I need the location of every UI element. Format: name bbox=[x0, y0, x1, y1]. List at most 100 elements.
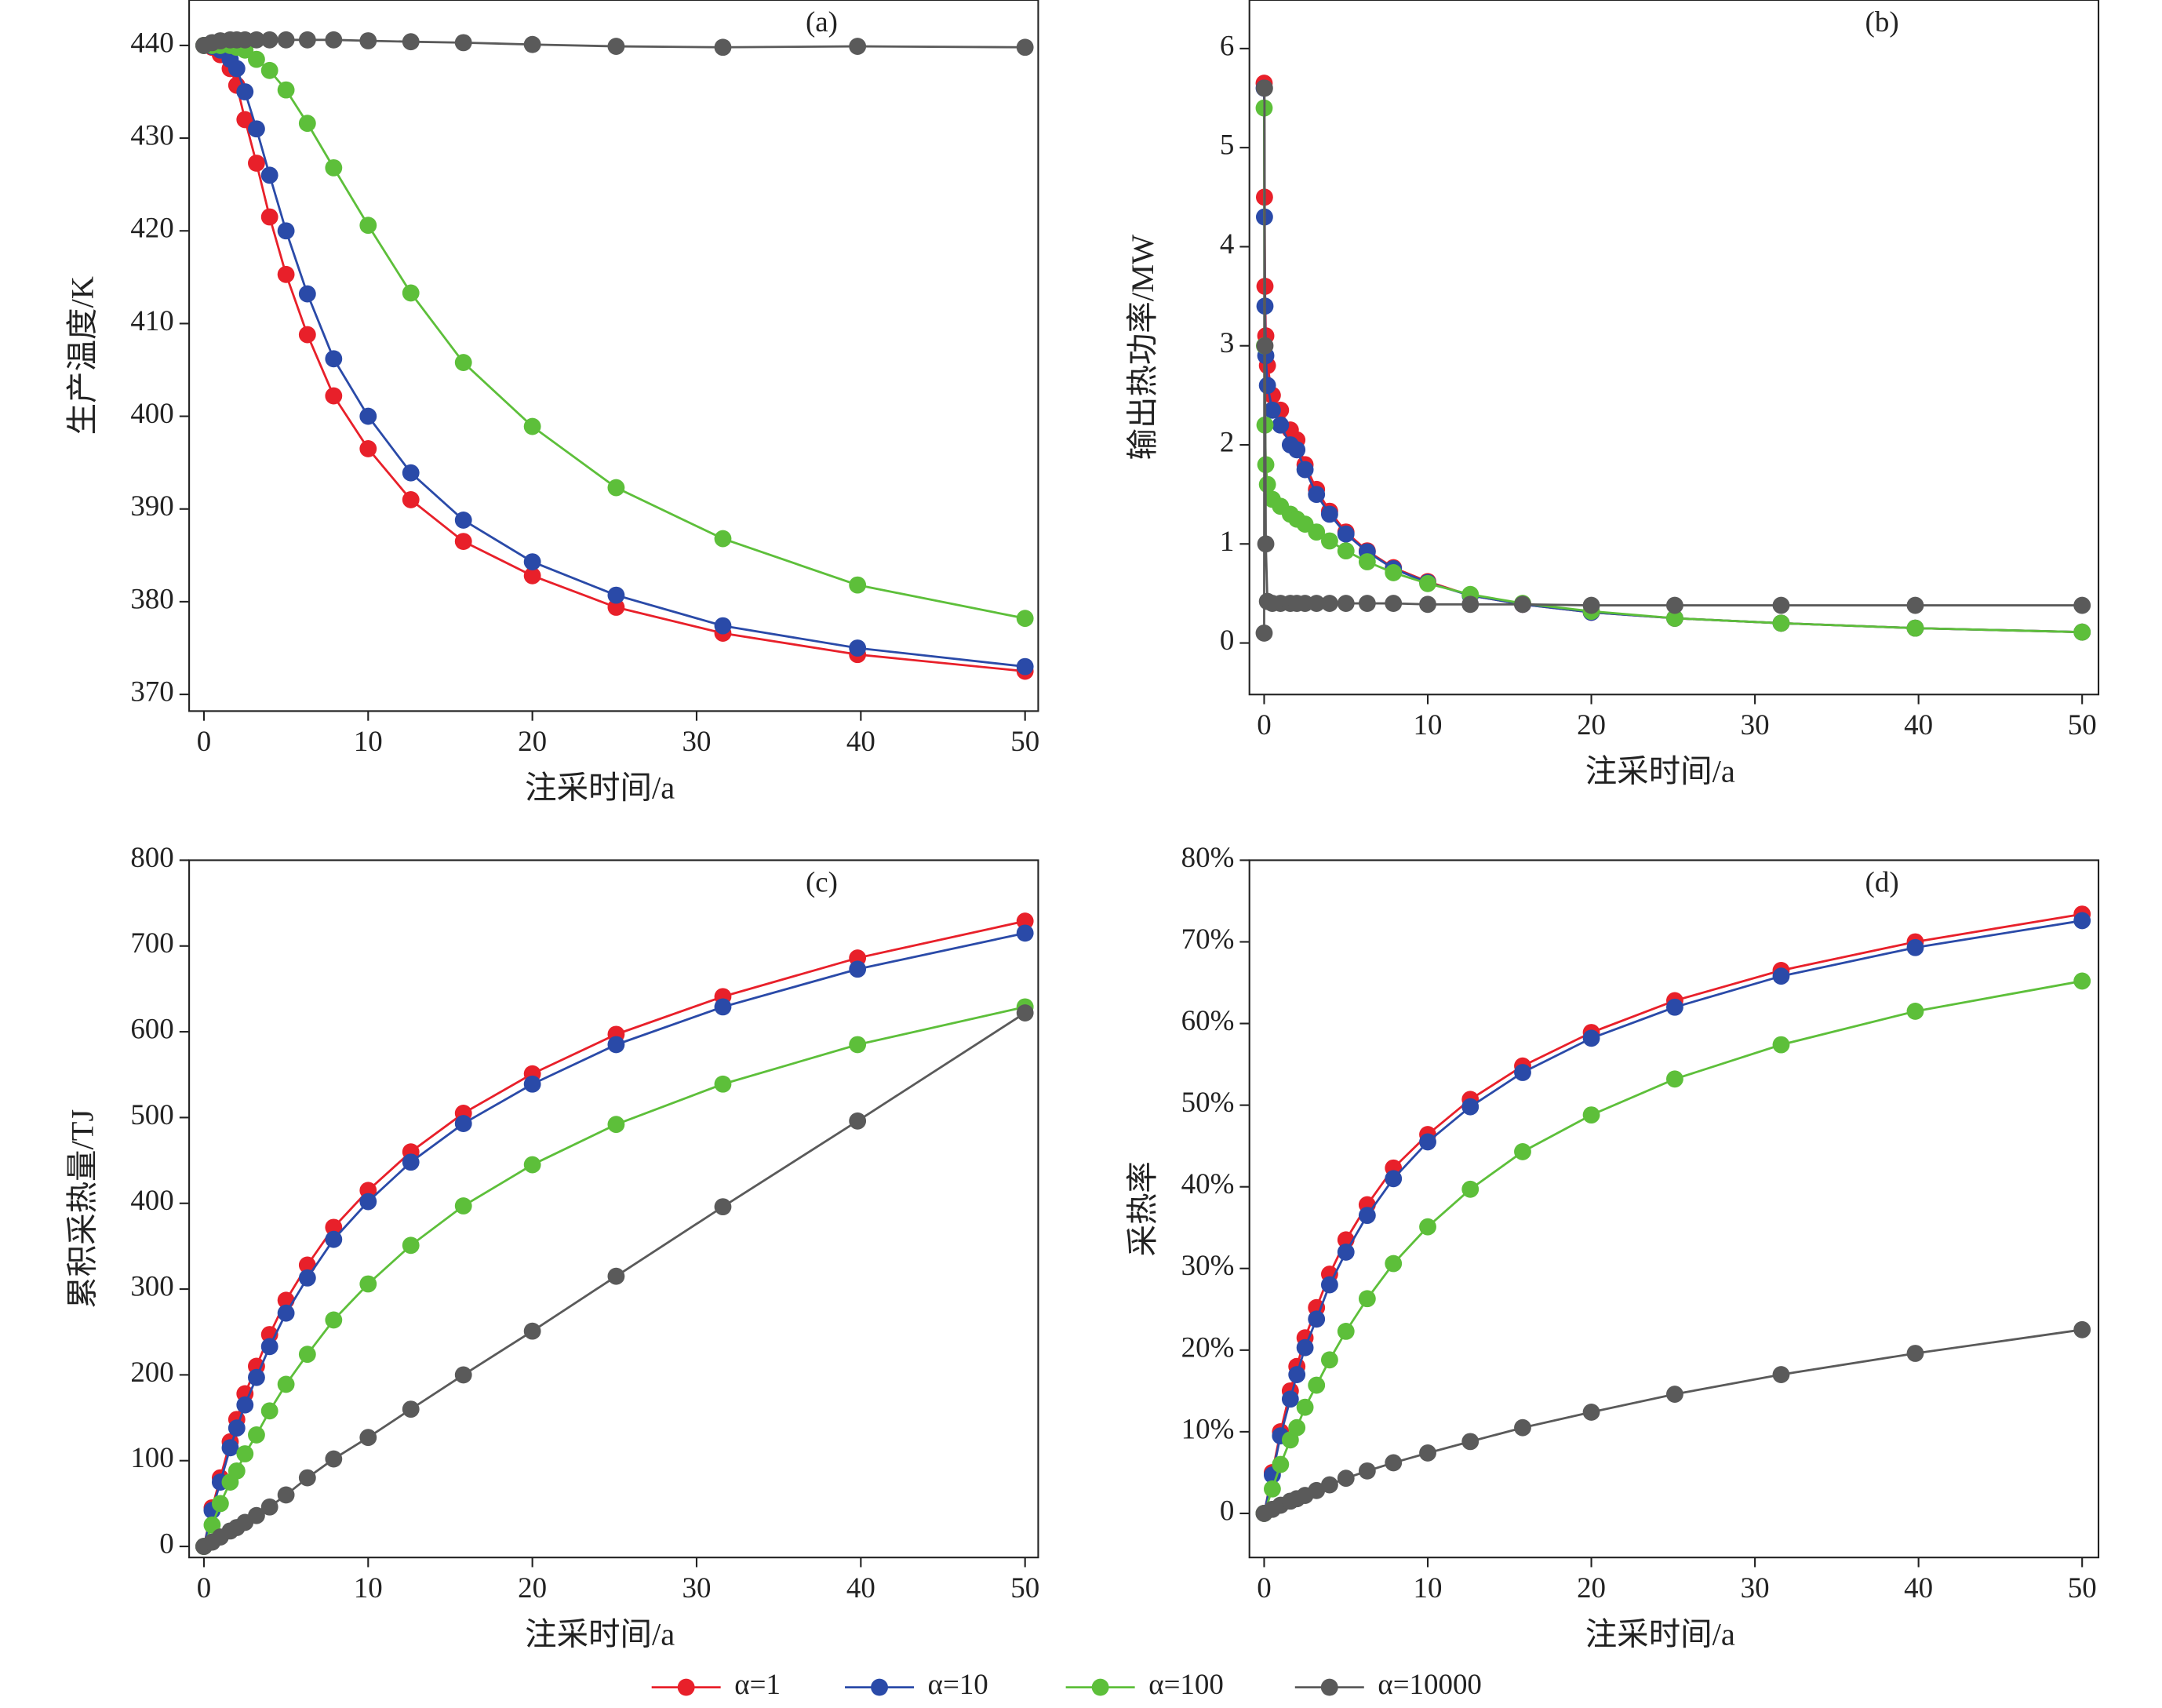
marker bbox=[1906, 596, 1924, 614]
marker bbox=[248, 31, 265, 49]
marker bbox=[1337, 1244, 1355, 1261]
marker bbox=[298, 1256, 316, 1274]
marker bbox=[325, 158, 343, 177]
marker bbox=[325, 31, 343, 49]
y-tick-label: 100 bbox=[130, 1441, 173, 1473]
marker bbox=[523, 1075, 541, 1093]
y-tick-label: 60% bbox=[1181, 1004, 1235, 1036]
marker bbox=[1337, 1322, 1355, 1340]
marker bbox=[277, 1486, 295, 1504]
y-axis-label: 生产温度/K bbox=[64, 276, 100, 435]
marker bbox=[1666, 596, 1683, 614]
marker bbox=[1272, 1455, 1290, 1473]
marker bbox=[298, 285, 316, 303]
marker bbox=[1666, 610, 1683, 627]
y-tick-label: 200 bbox=[130, 1356, 173, 1388]
legend-marker bbox=[871, 1678, 888, 1696]
marker bbox=[1308, 1481, 1326, 1499]
x-tick-label: 10 bbox=[1414, 1571, 1443, 1604]
marker bbox=[1337, 1469, 1355, 1488]
x-tick-label: 30 bbox=[1741, 708, 1770, 741]
marker bbox=[1308, 595, 1326, 612]
marker bbox=[1772, 1036, 1790, 1054]
marker bbox=[359, 440, 377, 457]
marker bbox=[277, 31, 295, 49]
marker bbox=[1906, 1003, 1924, 1020]
marker bbox=[298, 326, 316, 344]
marker bbox=[607, 479, 625, 497]
marker bbox=[1320, 1351, 1338, 1369]
panel: 0 100 200 300 400 500 600 700 800 0 10 20 30 40 50 (c) 注… bbox=[64, 841, 1039, 1652]
marker bbox=[1320, 595, 1338, 612]
x-tick-label: 50 bbox=[2068, 1571, 2097, 1604]
marker bbox=[1461, 595, 1480, 614]
marker bbox=[1016, 610, 1034, 628]
marker bbox=[402, 464, 420, 482]
marker bbox=[402, 1400, 420, 1418]
marker bbox=[1308, 523, 1326, 541]
y-axis-label: 累积采热量/TJ bbox=[64, 1109, 100, 1309]
marker bbox=[2073, 912, 2091, 930]
x-tick-label: 40 bbox=[846, 1571, 875, 1604]
marker bbox=[523, 566, 541, 585]
marker bbox=[1016, 657, 1034, 676]
marker bbox=[1288, 441, 1306, 459]
legend-marker bbox=[677, 1678, 695, 1696]
marker bbox=[1419, 1444, 1436, 1462]
marker bbox=[1308, 1310, 1326, 1328]
y-tick-label: 4 bbox=[1220, 228, 1234, 260]
y-axis-label: 输出热功率/MW bbox=[1125, 234, 1160, 461]
marker bbox=[1666, 1386, 1683, 1403]
marker bbox=[714, 38, 732, 56]
x-tick-label: 20 bbox=[518, 1571, 547, 1604]
marker bbox=[1461, 1098, 1480, 1116]
marker bbox=[325, 387, 343, 405]
panel-label: (a) bbox=[806, 5, 838, 38]
marker bbox=[298, 31, 316, 49]
marker bbox=[236, 111, 254, 129]
marker bbox=[1296, 1398, 1314, 1416]
y-tick-label: 410 bbox=[130, 304, 173, 337]
marker bbox=[1255, 625, 1273, 642]
marker bbox=[1337, 525, 1355, 543]
marker bbox=[1582, 596, 1600, 614]
marker bbox=[454, 34, 472, 52]
marker bbox=[203, 1516, 221, 1534]
marker bbox=[1666, 998, 1683, 1016]
marker bbox=[1385, 1454, 1403, 1472]
marker bbox=[260, 61, 278, 79]
y-tick-label: 440 bbox=[130, 26, 173, 58]
legend-marker bbox=[1320, 1678, 1338, 1696]
marker bbox=[277, 81, 295, 99]
marker bbox=[1320, 505, 1338, 523]
marker bbox=[2073, 1320, 2091, 1338]
marker bbox=[1358, 1462, 1376, 1480]
y-tick-label: 50% bbox=[1181, 1086, 1235, 1118]
marker bbox=[849, 576, 867, 594]
marker bbox=[1016, 924, 1034, 942]
x-axis-label: 注采时间/a bbox=[1585, 754, 1735, 789]
y-tick-label: 420 bbox=[130, 212, 173, 244]
plot-frame bbox=[188, 0, 1039, 712]
y-tick-label: 0 bbox=[159, 1528, 173, 1560]
series-line bbox=[1263, 107, 2083, 634]
y-tick-label: 0 bbox=[1220, 1494, 1234, 1526]
marker bbox=[236, 1396, 254, 1414]
series-line bbox=[1263, 83, 2083, 634]
marker bbox=[454, 1197, 472, 1215]
x-tick-label: 10 bbox=[354, 1571, 383, 1604]
marker bbox=[1016, 912, 1034, 930]
marker bbox=[1514, 595, 1531, 614]
marker bbox=[454, 1115, 472, 1132]
x-tick-label: 0 bbox=[197, 1571, 211, 1604]
marker bbox=[277, 265, 295, 283]
legend-label: α=10000 bbox=[1378, 1668, 1482, 1700]
y-tick-label: 40% bbox=[1181, 1167, 1235, 1200]
marker bbox=[221, 1439, 239, 1457]
marker bbox=[359, 1193, 377, 1211]
x-tick-label: 30 bbox=[1741, 1571, 1770, 1604]
marker bbox=[1288, 1418, 1306, 1437]
y-tick-label: 300 bbox=[130, 1270, 173, 1302]
legend-label: α=1 bbox=[734, 1668, 781, 1700]
